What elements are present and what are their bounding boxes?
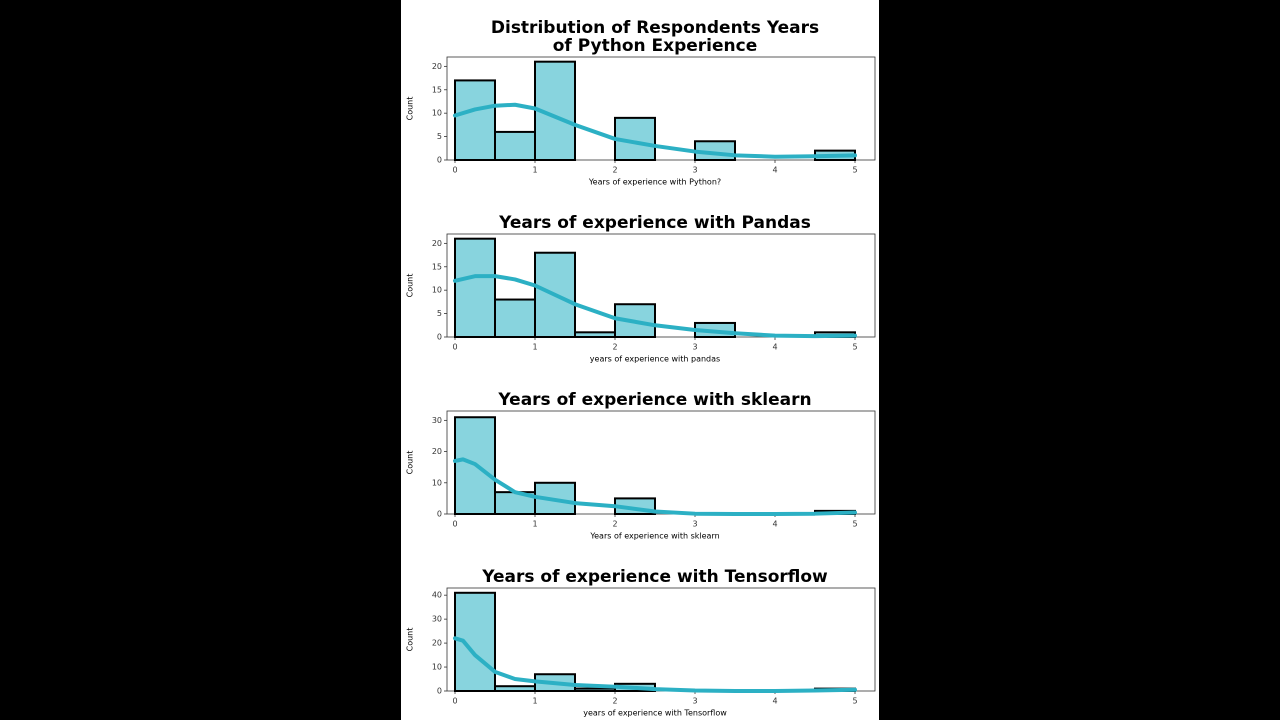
x-tick-label: 2 — [612, 343, 617, 352]
axes-frame — [446, 56, 876, 161]
x-tick-label: 3 — [692, 343, 697, 352]
x-axis-label: Years of experience with sklearn — [589, 532, 719, 541]
bar — [494, 298, 536, 338]
y-tick-label: 30 — [432, 416, 442, 425]
x-tick-label: 4 — [772, 697, 777, 706]
x-tick-label: 5 — [852, 343, 857, 352]
x-tick-label: 1 — [532, 166, 537, 175]
x-tick-label: 3 — [692, 520, 697, 529]
chart-title: Years of experience with Pandas — [498, 213, 811, 233]
y-axis-label: Count — [406, 274, 415, 298]
x-tick-label: 3 — [692, 166, 697, 175]
y-tick-label: 0 — [437, 156, 442, 165]
x-tick-label: 2 — [612, 697, 617, 706]
y-tick-label: 15 — [432, 85, 442, 94]
bar — [574, 687, 616, 693]
x-tick-label: 1 — [532, 520, 537, 529]
x-tick-label: 0 — [452, 343, 457, 352]
chart-title: Distribution of Respondents Years — [491, 18, 819, 38]
kde-line — [453, 274, 857, 339]
x-tick-label: 2 — [612, 166, 617, 175]
y-tick-label: 10 — [432, 478, 442, 487]
x-tick-label: 4 — [772, 343, 777, 352]
x-tick-label: 0 — [452, 520, 457, 529]
y-axis-label: Count — [406, 451, 415, 475]
y-tick-label: 0 — [437, 687, 442, 696]
x-tick-label: 4 — [772, 166, 777, 175]
kde-line — [453, 102, 857, 159]
y-tick-label: 20 — [432, 639, 442, 648]
y-tick-label: 10 — [432, 663, 442, 672]
chart-title: of Python Experience — [553, 36, 758, 56]
chart-title: Years of experience with sklearn — [497, 390, 811, 410]
bar — [574, 331, 616, 338]
kde-line — [453, 636, 857, 693]
axes-frame — [446, 410, 876, 515]
y-tick-label: 30 — [432, 615, 442, 624]
y-tick-label: 20 — [432, 62, 442, 71]
y-axis-label: Count — [406, 628, 415, 652]
x-tick-label: 0 — [452, 697, 457, 706]
y-tick-label: 20 — [432, 239, 442, 248]
axes-frame — [446, 233, 876, 338]
x-tick-label: 0 — [452, 166, 457, 175]
bar — [454, 237, 496, 339]
bar — [494, 130, 536, 161]
x-axis-label: years of experience with pandas — [590, 355, 720, 364]
x-axis-label: years of experience with Tensorflow — [583, 709, 727, 718]
chart-title: Years of experience with Tensorflow — [481, 567, 828, 587]
x-tick-label: 5 — [852, 697, 857, 706]
y-tick-label: 20 — [432, 447, 442, 456]
y-tick-label: 5 — [437, 309, 442, 318]
bar — [454, 79, 496, 161]
x-tick-label: 2 — [612, 520, 617, 529]
y-tick-label: 0 — [437, 510, 442, 519]
x-axis-label: Years of experience with Python? — [588, 178, 721, 187]
kde-line — [453, 457, 857, 516]
x-tick-label: 4 — [772, 520, 777, 529]
x-tick-label: 5 — [852, 520, 857, 529]
y-tick-label: 0 — [437, 333, 442, 342]
x-tick-label: 1 — [532, 697, 537, 706]
x-tick-label: 1 — [532, 343, 537, 352]
y-tick-label: 10 — [432, 109, 442, 118]
y-tick-label: 10 — [432, 286, 442, 295]
y-tick-label: 5 — [437, 132, 442, 141]
bar — [494, 685, 536, 692]
y-tick-label: 15 — [432, 262, 442, 271]
x-tick-label: 5 — [852, 166, 857, 175]
y-tick-label: 40 — [432, 591, 442, 600]
x-tick-label: 3 — [692, 697, 697, 706]
y-axis-label: Count — [406, 97, 415, 121]
